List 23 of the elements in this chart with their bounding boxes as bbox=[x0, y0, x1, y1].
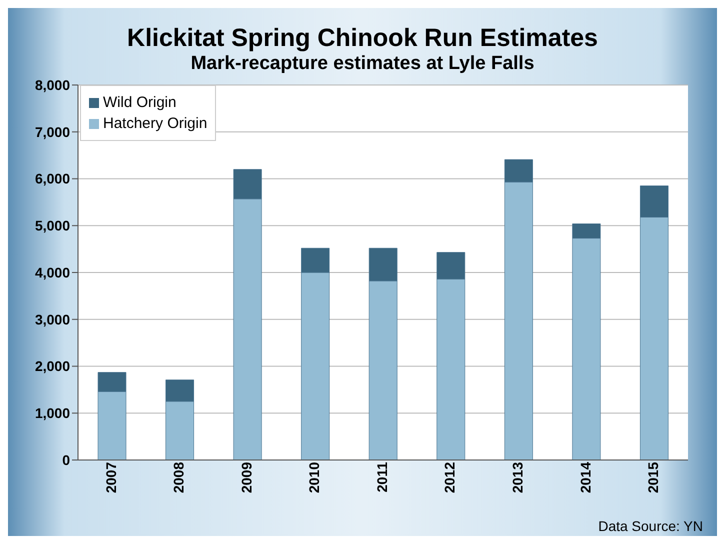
x-tick-label: 2015 bbox=[645, 462, 662, 494]
y-tick-label: 2,000 bbox=[34, 358, 70, 374]
x-tick-label: 2007 bbox=[102, 462, 119, 494]
x-tick-label: 2010 bbox=[306, 462, 322, 494]
y-tick-label: 7,000 bbox=[34, 124, 70, 140]
legend-label: Wild Origin bbox=[103, 94, 176, 111]
x-tick-label: 2014 bbox=[577, 462, 594, 494]
x-tick-label: 2011 bbox=[374, 462, 390, 492]
y-tick-label: 0 bbox=[62, 452, 70, 468]
x-tick-label: 2008 bbox=[170, 462, 187, 494]
source-note: Data Source: YN bbox=[598, 518, 703, 534]
x-tick-label: 2012 bbox=[442, 462, 458, 494]
chart-title: Klickitat Spring Chinook Run Estimates bbox=[126, 23, 599, 53]
y-tick-label: 3,000 bbox=[34, 311, 70, 328]
x-tick-label: 2009 bbox=[238, 462, 254, 494]
legend-label: Hatchery Origin bbox=[103, 115, 208, 132]
y-tick-label: 6,000 bbox=[34, 170, 70, 187]
x-tick-label: 2013 bbox=[509, 462, 526, 494]
y-tick-label: 5,000 bbox=[34, 218, 70, 234]
y-tick-label: 4,000 bbox=[34, 264, 70, 280]
chart-subtitle: Mark-recapture estimates at Lyle Falls bbox=[190, 53, 536, 75]
y-tick-label: 1,000 bbox=[34, 405, 70, 422]
y-tick-label: 8,000 bbox=[34, 76, 70, 93]
